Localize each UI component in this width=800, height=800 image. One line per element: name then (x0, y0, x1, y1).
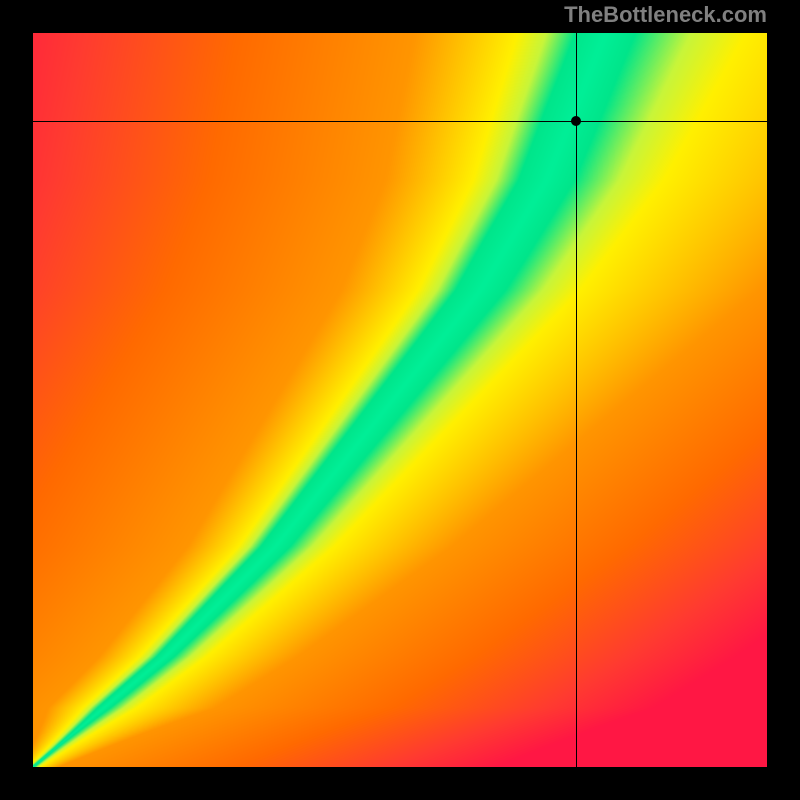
crosshair-vertical (576, 33, 577, 767)
crosshair-horizontal (33, 121, 767, 122)
crosshair-marker (571, 116, 581, 126)
heatmap-canvas (33, 33, 767, 767)
heatmap-plot (33, 33, 767, 767)
watermark-text: TheBottleneck.com (564, 2, 767, 28)
